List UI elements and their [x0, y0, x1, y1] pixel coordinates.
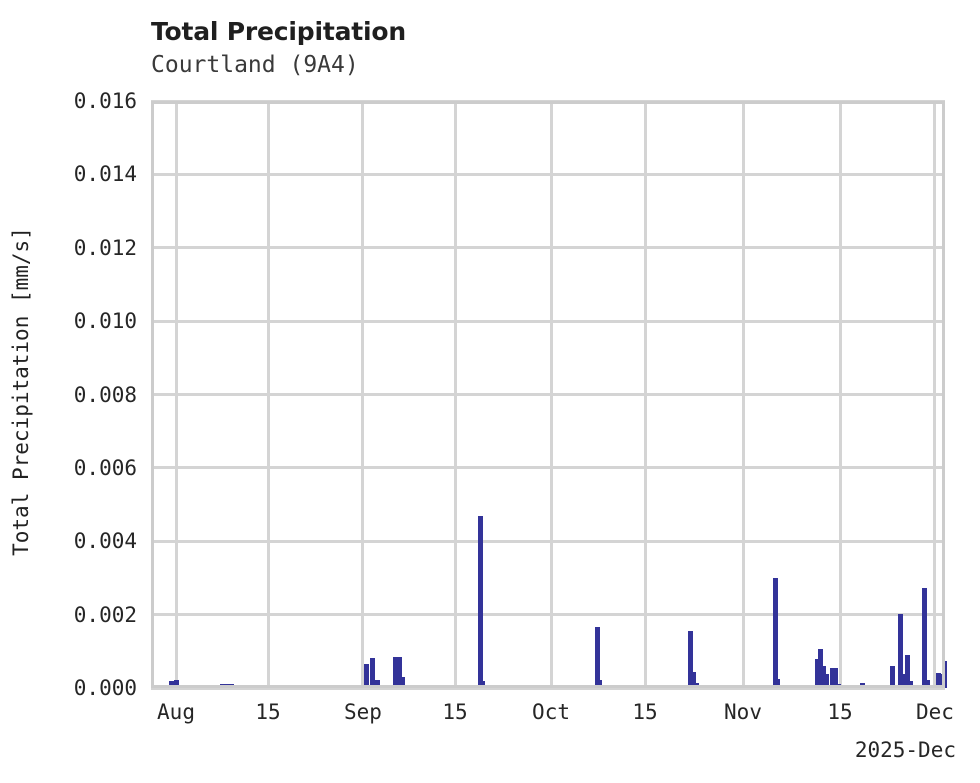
bar — [772, 577, 778, 688]
bar — [204, 685, 210, 688]
bar — [478, 515, 484, 688]
x-tick-label: 15 — [827, 700, 853, 724]
bar — [480, 680, 486, 688]
gridline-vertical — [453, 101, 457, 688]
gridline-vertical — [266, 101, 270, 688]
chart-title: Total Precipitation — [151, 17, 406, 46]
bar — [364, 663, 370, 688]
plot-area — [151, 99, 948, 690]
x-tick-label: Aug — [157, 700, 195, 724]
bar — [939, 674, 945, 688]
gridline-vertical — [933, 101, 937, 688]
chart-subtitle: Courtland (9A4) — [151, 52, 359, 78]
x-tick-label: 15 — [255, 700, 281, 724]
bar — [922, 588, 928, 688]
gridline-horizontal — [151, 246, 945, 250]
gridline-vertical — [741, 101, 745, 688]
x-tick-label: Oct — [532, 700, 570, 724]
bar — [832, 667, 838, 688]
bar — [898, 613, 904, 688]
bar — [173, 679, 179, 688]
bar — [399, 677, 405, 688]
bar — [597, 679, 603, 688]
bar — [314, 685, 320, 688]
bar — [168, 680, 174, 688]
x-tick-label: Sep — [344, 700, 382, 724]
bar — [690, 671, 696, 688]
bar — [814, 659, 820, 688]
y-axis-title: Total Precipitation [mm/s] — [9, 227, 33, 556]
bar — [544, 685, 550, 688]
bar — [905, 654, 911, 688]
x-tick-label: Dec — [916, 700, 954, 724]
gridline-vertical — [361, 101, 365, 688]
bar — [829, 667, 835, 688]
bar — [693, 683, 699, 688]
gridline-vertical — [643, 101, 647, 688]
gridline-horizontal — [151, 319, 945, 323]
bar — [817, 649, 823, 688]
bar — [370, 657, 376, 688]
x-axis-offset-label: 2025-Dec — [854, 738, 956, 762]
bar — [836, 684, 842, 688]
bar — [821, 666, 827, 688]
x-tick-label: 15 — [442, 700, 468, 724]
gridline-horizontal — [151, 393, 945, 396]
gridline-vertical — [549, 101, 553, 688]
bar — [229, 684, 235, 688]
bar — [774, 679, 780, 688]
bar — [595, 627, 601, 688]
gridline-horizontal — [151, 99, 945, 103]
bar — [190, 685, 196, 688]
gridline-vertical — [174, 101, 178, 688]
bar — [924, 679, 930, 688]
gridline-horizontal — [151, 686, 945, 690]
bar — [889, 666, 895, 688]
bar — [942, 661, 948, 688]
x-tick-label: 15 — [632, 700, 658, 724]
gridline-horizontal — [151, 466, 945, 470]
gridline-vertical — [838, 101, 842, 688]
bar — [179, 684, 185, 688]
y-axis-title-wrap: Total Precipitation [mm/s] — [6, 0, 36, 783]
bar — [824, 674, 830, 688]
bar — [397, 656, 403, 688]
bar — [687, 631, 693, 688]
gridline-horizontal — [151, 613, 945, 617]
bar — [859, 683, 865, 688]
bar — [902, 674, 907, 688]
gridline-horizontal — [151, 172, 945, 176]
bar — [936, 673, 942, 688]
gridline-horizontal — [151, 539, 945, 543]
bar — [907, 681, 913, 688]
bar — [393, 656, 399, 688]
x-tick-label: Nov — [724, 700, 762, 724]
bar — [374, 679, 380, 688]
